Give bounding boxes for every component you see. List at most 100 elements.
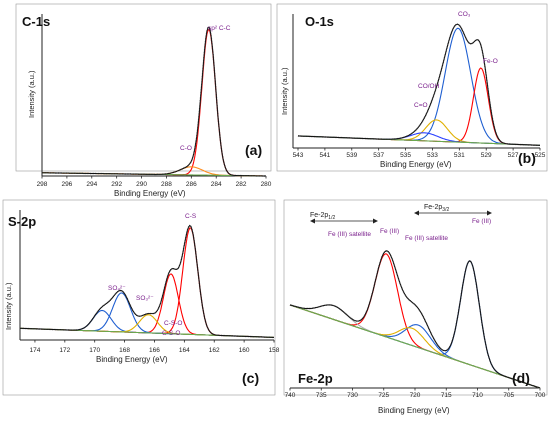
x-tick-label: 700 bbox=[535, 392, 546, 399]
annotation-fe2p32: Fe-2p3/2 bbox=[424, 204, 449, 213]
y-axis-label: Intensity (a.u.) bbox=[4, 282, 13, 330]
x-ticks: 298 296 294 292 290 288 286 284 282 280 bbox=[37, 176, 272, 188]
x-tick-label: 280 bbox=[261, 181, 272, 188]
x-tick-label: 710 bbox=[472, 392, 483, 399]
panel-title: Fe-2p bbox=[298, 371, 333, 386]
x-tick-label: 539 bbox=[346, 152, 357, 159]
x-axis-label: Binding Energy (eV) bbox=[378, 406, 450, 415]
raw-spectrum bbox=[289, 250, 541, 389]
envelope-fit bbox=[20, 224, 274, 338]
x-tick-label: 160 bbox=[239, 347, 250, 354]
x-tick-label: 535 bbox=[400, 152, 411, 159]
x-tick-label: 531 bbox=[454, 152, 465, 159]
x-tick-label: 725 bbox=[378, 392, 389, 399]
x-tick-label: 288 bbox=[161, 181, 172, 188]
peaks bbox=[297, 23, 540, 146]
annotation-co-oh: CO/OH bbox=[418, 83, 440, 90]
raw-spectrum bbox=[20, 224, 274, 339]
annotation-so3: SO₃²⁻ bbox=[136, 295, 154, 302]
x-axis-label: Binding Energy (eV) bbox=[96, 355, 168, 364]
x-tick-label: 298 bbox=[37, 181, 48, 188]
x-axis-label: Binding Energy (eV) bbox=[114, 189, 186, 198]
fitted-peak bbox=[297, 119, 540, 146]
x-tick-label: 537 bbox=[373, 152, 384, 159]
x-tick-label: 543 bbox=[293, 152, 304, 159]
x-tick-label: 172 bbox=[59, 347, 70, 354]
x-tick-label: 720 bbox=[410, 392, 421, 399]
panel-s2p: S-2p Intensity (a.u.) 174 172 170 168 166 164… bbox=[2, 199, 280, 396]
x-tick-label: 286 bbox=[186, 181, 197, 188]
peaks bbox=[42, 26, 266, 177]
x-axis-label: Binding Energy (eV) bbox=[380, 160, 452, 169]
panel-label: (b) bbox=[518, 150, 536, 166]
annotations: CO₃ Fe-O CO/OH C=O bbox=[414, 11, 498, 109]
annotation-fe-o: Fe-O bbox=[483, 58, 498, 65]
panel-o1s: O-1s Intensity (a.u.) 543 541 539 537 535 533… bbox=[276, 3, 548, 172]
panel-title: O-1s bbox=[305, 14, 334, 29]
x-tick-label: 525 bbox=[535, 152, 546, 159]
envelope-fit bbox=[289, 250, 541, 389]
x-ticks: 174 172 170 168 166 164 162 160 158 bbox=[30, 340, 280, 354]
annotations: sp² C-C C-O bbox=[180, 25, 231, 152]
panel-frame bbox=[15, 3, 272, 172]
x-tick-label: 541 bbox=[319, 152, 330, 159]
x-tick-label: 174 bbox=[30, 347, 41, 354]
annotations: C-S SO₄²⁻ SO₃²⁻ C-S-O C-S-O bbox=[108, 213, 197, 337]
axes bbox=[292, 14, 540, 149]
panel-label: (a) bbox=[245, 142, 262, 158]
fitted-peak bbox=[20, 227, 274, 338]
peaks bbox=[20, 224, 274, 339]
panel-label: (d) bbox=[512, 370, 530, 386]
x-ticks: 543 541 539 537 535 533 531 529 527 525 bbox=[293, 148, 546, 159]
x-tick-label: 730 bbox=[347, 392, 358, 399]
annotation-fe3-1: Fe (III) bbox=[380, 228, 399, 235]
axes bbox=[19, 210, 274, 341]
panel-c1s: C-1s Intensity (a.u.) 298 296 294 292 290 288… bbox=[15, 3, 272, 198]
axes bbox=[41, 14, 266, 177]
y-axis-label: Intensity (a.u.) bbox=[280, 67, 289, 115]
x-tick-label: 740 bbox=[285, 392, 296, 399]
annotation-so4: SO₄²⁻ bbox=[108, 285, 126, 292]
annotation-fe2p12: Fe-2p1/2 bbox=[310, 212, 335, 221]
x-tick-label: 290 bbox=[136, 181, 147, 188]
annotation-c-s-o-1: C-S-O bbox=[164, 320, 182, 327]
annotation-c-double-o: C=O bbox=[414, 102, 428, 109]
fitted-peak bbox=[20, 314, 274, 338]
x-tick-label: 292 bbox=[111, 181, 122, 188]
panel-frame bbox=[283, 199, 548, 396]
panel-frame bbox=[2, 199, 276, 396]
envelope-fit bbox=[42, 26, 266, 177]
x-tick-label: 166 bbox=[149, 347, 160, 354]
x-tick-label: 158 bbox=[269, 347, 280, 354]
annotation-fe3-satellite-1: Fe (III) satellite bbox=[328, 231, 371, 238]
annotations: Fe-2p1/2 Fe-2p3/2 Fe (III) satellite Fe … bbox=[310, 204, 492, 242]
x-tick-label: 529 bbox=[481, 152, 492, 159]
x-tick-label: 294 bbox=[86, 181, 97, 188]
x-tick-label: 162 bbox=[209, 347, 220, 354]
x-ticks: 740 735 730 725 720 715 710 705 700 bbox=[285, 388, 546, 399]
envelope-fit bbox=[297, 23, 540, 146]
x-tick-label: 705 bbox=[503, 392, 514, 399]
x-tick-label: 715 bbox=[441, 392, 452, 399]
x-tick-label: 296 bbox=[61, 181, 72, 188]
baseline-curve bbox=[289, 304, 541, 389]
x-tick-label: 170 bbox=[89, 347, 100, 354]
annotation-c-s-o-2: C-S-O bbox=[162, 330, 180, 337]
x-tick-label: 735 bbox=[316, 392, 327, 399]
x-tick-label: 533 bbox=[427, 152, 438, 159]
fitted-peak bbox=[289, 253, 541, 389]
fitted-peak bbox=[20, 273, 274, 338]
panel-frame bbox=[276, 3, 548, 172]
panel-title: C-1s bbox=[22, 14, 50, 29]
panel-title: S-2p bbox=[8, 214, 36, 229]
annotation-fe3-satellite-2: Fe (III) satellite bbox=[405, 235, 448, 242]
y-axis-label: Intensity (a.u.) bbox=[27, 70, 36, 118]
x-tick-label: 168 bbox=[119, 347, 130, 354]
x-tick-label: 284 bbox=[211, 181, 222, 188]
annotation-sp2: sp² C-C bbox=[208, 25, 231, 32]
annotation-c-s: C-S bbox=[185, 213, 197, 220]
peaks bbox=[289, 250, 541, 389]
panel-label: (c) bbox=[242, 370, 259, 386]
panel-fe2p: Fe-2p 740 735 730 725 720 715 710 705 700 Bindin… bbox=[283, 199, 548, 415]
annotation-c-o: C-O bbox=[180, 145, 192, 152]
